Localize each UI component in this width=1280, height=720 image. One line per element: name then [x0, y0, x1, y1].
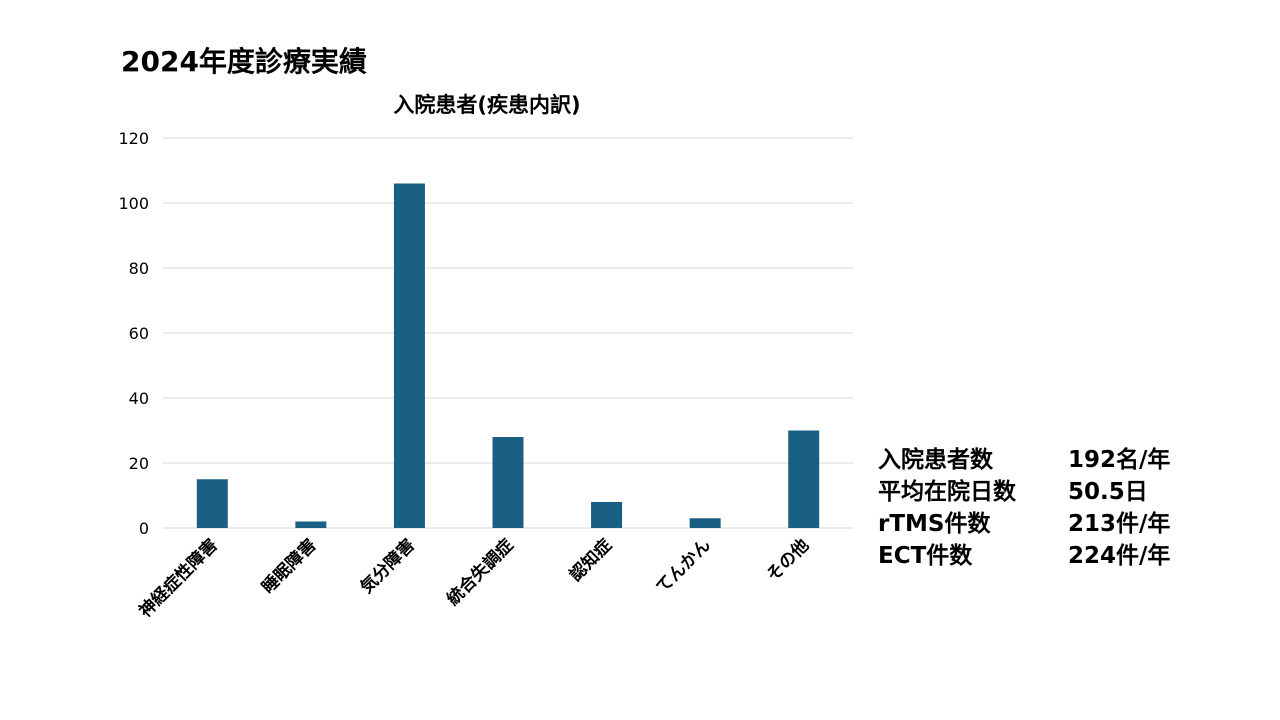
stats-panel: 入院患者数 192名/年 平均在院日数 50.5日 rTMS件数 213件/年 … [878, 444, 1170, 572]
bar-2 [295, 521, 327, 528]
y-tick-label: 40 [129, 389, 149, 408]
stat-value: 50.5日 [1068, 479, 1148, 505]
y-tick-label: 0 [139, 519, 149, 538]
bar-3 [393, 183, 425, 528]
slide-title: 2024年度診療実績 [121, 45, 367, 78]
bar-7 [788, 430, 820, 528]
bar-6 [689, 518, 721, 528]
x-tick-label: てんかん [652, 535, 714, 597]
y-tick-label: 60 [129, 324, 149, 343]
x-tick-label: その他 [762, 535, 813, 586]
stat-row-inpatients: 入院患者数 192名/年 [878, 444, 1170, 476]
stat-row-rtms: rTMS件数 213件/年 [878, 508, 1170, 540]
y-tick-label: 100 [118, 194, 149, 213]
stat-label: 入院患者数 [878, 447, 993, 473]
stat-row-ect: ECT件数 224件/年 [878, 540, 1170, 572]
bar-4 [492, 437, 524, 528]
y-tick-label: 120 [118, 129, 149, 148]
bar-1 [196, 479, 228, 528]
stat-label: 平均在院日数 [878, 479, 1016, 505]
x-tick-label: 認知症 [565, 535, 616, 586]
bar-5 [591, 502, 623, 528]
stat-value: 213件/年 [1068, 511, 1171, 537]
stat-row-average-stay: 平均在院日数 50.5日 [878, 476, 1170, 508]
stat-value: 192名/年 [1068, 447, 1171, 473]
x-tick-label: 気分障害 [355, 535, 419, 599]
y-tick-label: 20 [129, 454, 149, 473]
x-tick-label: 統合失調症 [443, 535, 518, 610]
x-tick-label: 神経症性障害 [135, 535, 222, 622]
stat-value: 224件/年 [1068, 543, 1171, 569]
x-tick-label: 睡眠障害 [257, 535, 320, 598]
y-tick-label: 80 [129, 259, 149, 278]
stat-label: rTMS件数 [878, 511, 991, 537]
stat-label: ECT件数 [878, 543, 973, 569]
chart-title: 入院患者(疾患内訳) [393, 93, 580, 117]
